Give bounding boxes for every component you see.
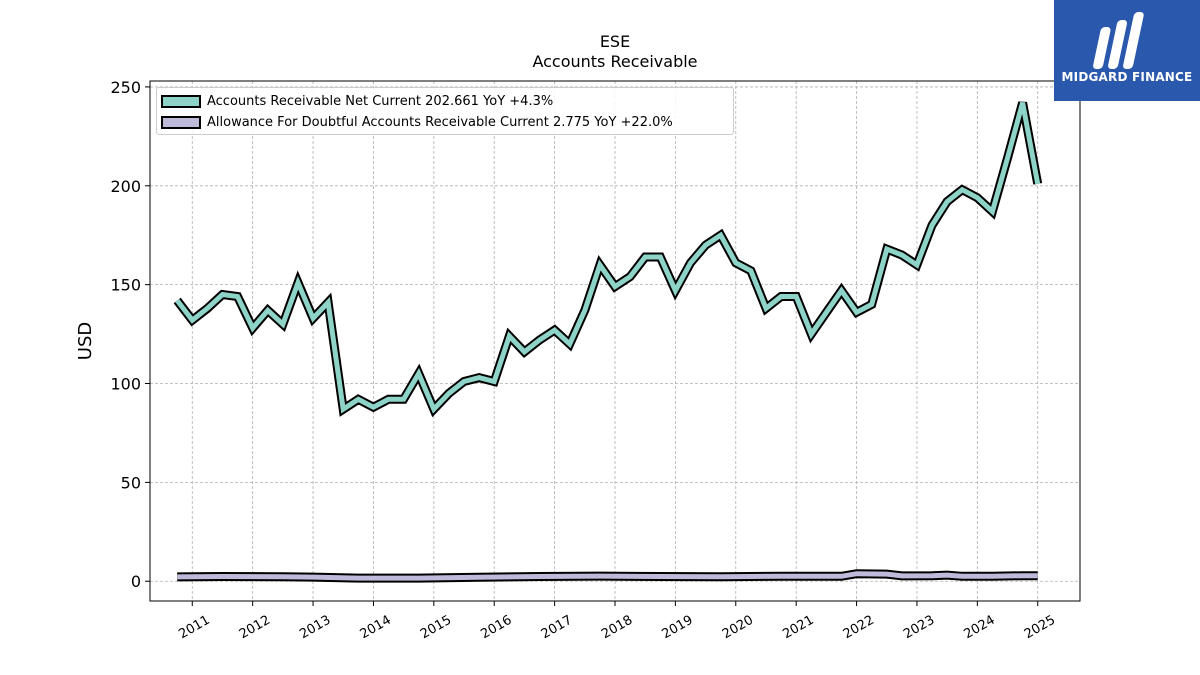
logo-text: MIDGARD FINANCE (1061, 70, 1193, 84)
brand-logo: MIDGARD FINANCE (1054, 0, 1200, 101)
y-tick-label: 50 (121, 473, 141, 492)
x-tick-label: 2011 (176, 613, 212, 643)
series-layer (173, 101, 1043, 583)
x-tick-label: 2018 (599, 613, 635, 643)
legend-label: Allowance For Doubtful Accounts Receivab… (207, 114, 673, 130)
y-axis-label: USD (75, 322, 96, 360)
x-tick-label: 2012 (237, 613, 273, 643)
legend-swatch (161, 115, 201, 129)
x-tick-label: 2025 (1022, 613, 1058, 643)
series-line-outline (173, 101, 1043, 418)
y-tick-label: 200 (110, 177, 141, 196)
legend-item-net-current: Accounts Receivable Net Current 202.661 … (161, 91, 553, 111)
x-tick-label: 2022 (841, 613, 877, 643)
x-tick-label: 2017 (539, 613, 575, 643)
y-tick-label: 150 (110, 276, 141, 295)
chart-subtitle: Accounts Receivable (532, 52, 698, 71)
legend-label: Accounts Receivable Net Current 202.661 … (207, 93, 554, 109)
x-tick-label: 2019 (660, 613, 696, 643)
x-tick-label: 2020 (720, 613, 756, 643)
x-tick-label: 2015 (418, 613, 454, 643)
grid-layer (150, 81, 1080, 601)
x-tick-label: 2013 (297, 613, 333, 643)
chart-title: ESE (599, 32, 631, 51)
legend-item-allowance: Allowance For Doubtful Accounts Receivab… (161, 112, 673, 132)
y-tick-label: 250 (110, 78, 141, 97)
x-tick-label: 2023 (901, 613, 937, 643)
series-line (175, 102, 1041, 414)
x-tick-label: 2016 (478, 613, 514, 643)
x-tick-label: 2014 (358, 613, 394, 643)
logo-mark-icon (1093, 12, 1144, 69)
y-tick-label: 100 (110, 375, 141, 394)
legend: Accounts Receivable Net Current 202.661 … (156, 87, 734, 135)
x-tick-label: 2024 (962, 613, 998, 643)
x-tick-label: 2021 (780, 613, 816, 643)
y-tick-label: 0 (131, 572, 141, 591)
series-line (177, 571, 1038, 581)
legend-swatch (161, 94, 201, 108)
